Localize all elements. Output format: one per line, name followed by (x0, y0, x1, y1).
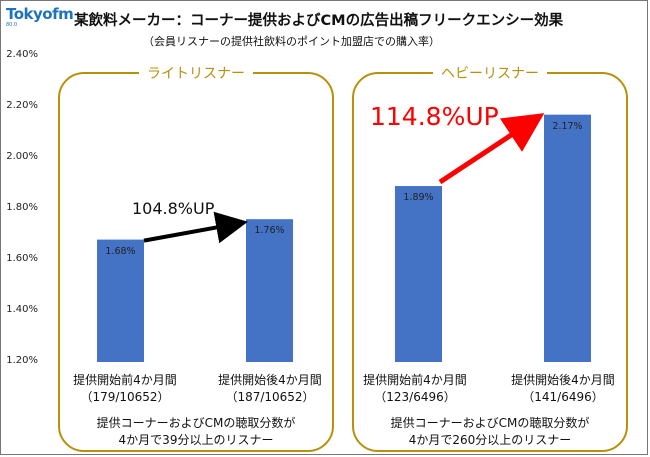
y-tick-label: 2.40% (6, 49, 38, 60)
note-line: 提供コーナーおよびCMの聴取分数が (96, 416, 296, 430)
bar-value-label: 1.76% (254, 225, 285, 237)
chart-subtitle: （会員リスナーの提供社飲料のポイント加盟店での購入率） (143, 35, 440, 48)
bar (246, 219, 293, 362)
uplift-arrow (143, 211, 248, 244)
category-count: （179/10652） (80, 390, 170, 404)
y-tick-label: 2.00% (6, 151, 38, 162)
category-count: （141/6496） (522, 390, 604, 404)
category-period: 提供開始後4か月間 (218, 373, 322, 387)
bar (544, 114, 591, 363)
panel-label-heavy: ヘビーリスナー (433, 63, 547, 83)
y-tick-label: 2.20% (6, 100, 38, 111)
category-label: 提供開始後4か月間 （141/6496） (498, 372, 628, 406)
note-line: 4か月で39分以上のリスナー (118, 433, 274, 447)
y-tick-label: 1.20% (6, 355, 38, 366)
uplift-label-light: 104.8%UP (132, 199, 215, 218)
category-label: 提供開始後4か月間 （187/10652） (205, 372, 335, 406)
panel-note-heavy: 提供コーナーおよびCMの聴取分数が 4か月で260分以上のリスナー (352, 415, 628, 449)
panel-note-light: 提供コーナーおよびCMの聴取分数が 4か月で39分以上のリスナー (58, 415, 334, 449)
category-period: 提供開始前4か月間 (73, 373, 177, 387)
category-count: （187/10652） (225, 390, 315, 404)
category-label: 提供開始前4か月間 （123/6496） (350, 372, 480, 406)
tokyofm-logo: Tokyofm 80.0 (6, 5, 74, 38)
panel-heavy-listener: ヘビーリスナー (352, 63, 628, 452)
category-count: （123/6496） (374, 390, 456, 404)
bar (97, 239, 144, 362)
bar-value-label: 2.17% (552, 120, 583, 132)
panel-light-listener: ライトリスナー (58, 63, 334, 452)
bar-value-label: 1.68% (105, 245, 136, 257)
chart-title: 某飲料メーカー：コーナー提供およびCMの広告出稿フリークエンシー効果 (74, 13, 564, 29)
y-tick-label: 1.60% (6, 253, 38, 264)
note-line: 提供コーナーおよびCMの聴取分数が (390, 416, 590, 430)
category-period: 提供開始後4か月間 (511, 373, 615, 387)
y-tick-label: 1.40% (6, 304, 38, 315)
bar (395, 186, 442, 362)
category-period: 提供開始前4か月間 (363, 373, 467, 387)
y-tick-label: 1.80% (6, 202, 38, 213)
uplift-label-heavy: 114.8%UP (370, 102, 499, 131)
bar-value-label: 1.89% (403, 192, 434, 204)
logo-brand: Tokyofm (6, 5, 74, 23)
note-line: 4か月で260分以上のリスナー (408, 433, 572, 447)
logo-sub: 80.0 (6, 22, 18, 28)
category-label: 提供開始前4か月間 （179/10652） (60, 372, 190, 406)
panel-label-light: ライトリスナー (139, 63, 253, 83)
uplift-arrow (438, 113, 545, 185)
